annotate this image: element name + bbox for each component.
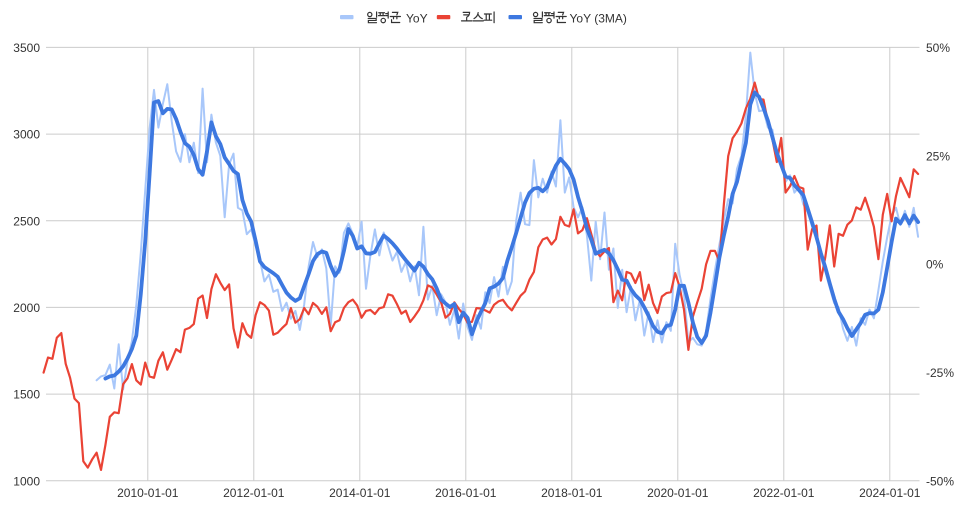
svg-text:2020-01-01: 2020-01-01 — [647, 486, 709, 500]
svg-text:1000: 1000 — [13, 474, 40, 488]
svg-text:YoY (3MA): YoY (3MA) — [570, 12, 627, 26]
svg-text:3500: 3500 — [13, 41, 40, 55]
svg-text:2010-01-01: 2010-01-01 — [117, 486, 179, 500]
svg-text:1500: 1500 — [13, 388, 40, 402]
svg-text:2018-01-01: 2018-01-01 — [541, 486, 603, 500]
svg-text:25%: 25% — [926, 149, 950, 163]
svg-text:2014-01-01: 2014-01-01 — [329, 486, 391, 500]
svg-text:2022-01-01: 2022-01-01 — [753, 486, 815, 500]
svg-text:YoY: YoY — [406, 12, 428, 26]
svg-text:-25%: -25% — [926, 366, 954, 380]
svg-text:2012-01-01: 2012-01-01 — [223, 486, 285, 500]
svg-text:2024-01-01: 2024-01-01 — [859, 486, 921, 500]
svg-text:3000: 3000 — [13, 128, 40, 142]
svg-text:0%: 0% — [926, 258, 944, 272]
svg-text:50%: 50% — [926, 41, 950, 55]
svg-text:-50%: -50% — [926, 474, 954, 488]
svg-text:2000: 2000 — [13, 301, 40, 315]
svg-text:2016-01-01: 2016-01-01 — [435, 486, 497, 500]
svg-text:2500: 2500 — [13, 214, 40, 228]
